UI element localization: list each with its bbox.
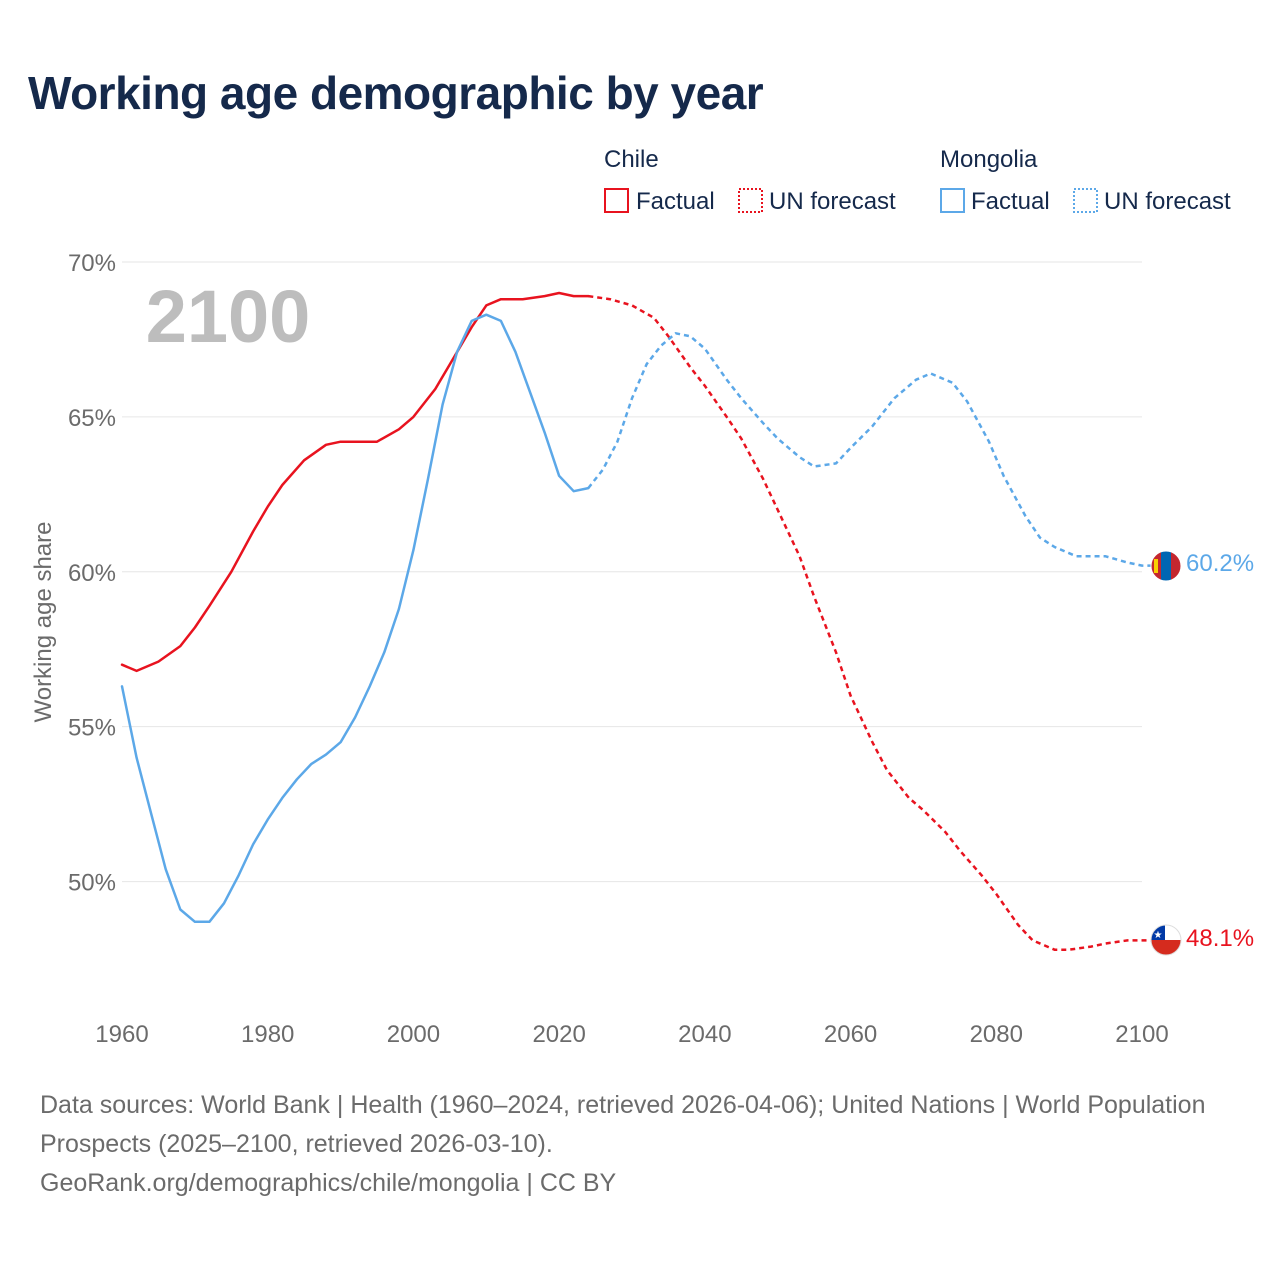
chile-factual-line [120,291,590,673]
line-chart: Chile Factual UN forecast Mongolia Factu… [30,146,1254,1048]
chile-forecast-line [588,294,1156,951]
x-tick-label: 2080 [970,1021,1023,1048]
legend-chile-factual-label: Factual [636,188,715,215]
x-tick-label: 2020 [532,1021,585,1048]
legend-mongolia-forecast-swatch [1073,188,1098,213]
svg-text:★: ★ [1154,930,1163,941]
chart-title: Working age demographic by year [28,67,764,119]
y-axis-ticks: 50% 55% 60% 65% 70% [68,250,116,897]
y-axis-label: Working age share [30,522,57,723]
x-axis-ticks: 1960 1980 2000 2020 2040 2060 2080 2100 [95,1021,1168,1048]
x-tick-label: 2100 [1115,1021,1168,1048]
mongolia-factual-line [120,313,590,924]
legend-chile-title: Chile [604,146,659,173]
y-tick-label: 50% [68,870,116,897]
x-tick-label: 2060 [824,1021,877,1048]
x-tick-label: 1980 [241,1021,294,1048]
legend-chile-forecast-swatch [738,188,763,213]
x-tick-label: 1960 [95,1021,148,1048]
series-layer [120,291,1156,951]
legend-chile-forecast-label: UN forecast [769,188,896,215]
legend-mongolia-factual-label: Factual [971,188,1050,215]
mongolia-end-value: 60.2% [1186,550,1254,577]
data-sources-note: Data sources: World Bank | Health (1960–… [40,1091,1206,1158]
legend-mongolia-forecast-label: UN forecast [1104,188,1231,215]
legend-mongolia-factual-swatch [940,188,965,213]
x-tick-label: 2040 [678,1021,731,1048]
gridlines [122,261,1142,883]
y-tick-label: 60% [68,560,116,587]
y-tick-label: 65% [68,405,116,432]
y-tick-label: 70% [68,250,116,277]
mongolia-flag [1150,550,1182,582]
legend-mongolia-title: Mongolia [940,146,1038,173]
chile-flag: ★ [1150,924,1182,956]
y-tick-label: 55% [68,715,116,742]
legend-chile-factual-swatch [604,188,629,213]
legend: Chile Factual UN forecast Mongolia Factu… [604,146,1231,215]
x-tick-label: 2000 [387,1021,440,1048]
footer: Data sources: World Bank | Health (1960–… [40,1086,1240,1203]
chile-end-value: 48.1% [1186,925,1254,952]
attribution-link[interactable]: GeoRank.org/demographics/chile/mongolia … [40,1169,617,1197]
year-watermark: 2100 [146,275,311,358]
mongolia-forecast-line [587,332,1156,567]
